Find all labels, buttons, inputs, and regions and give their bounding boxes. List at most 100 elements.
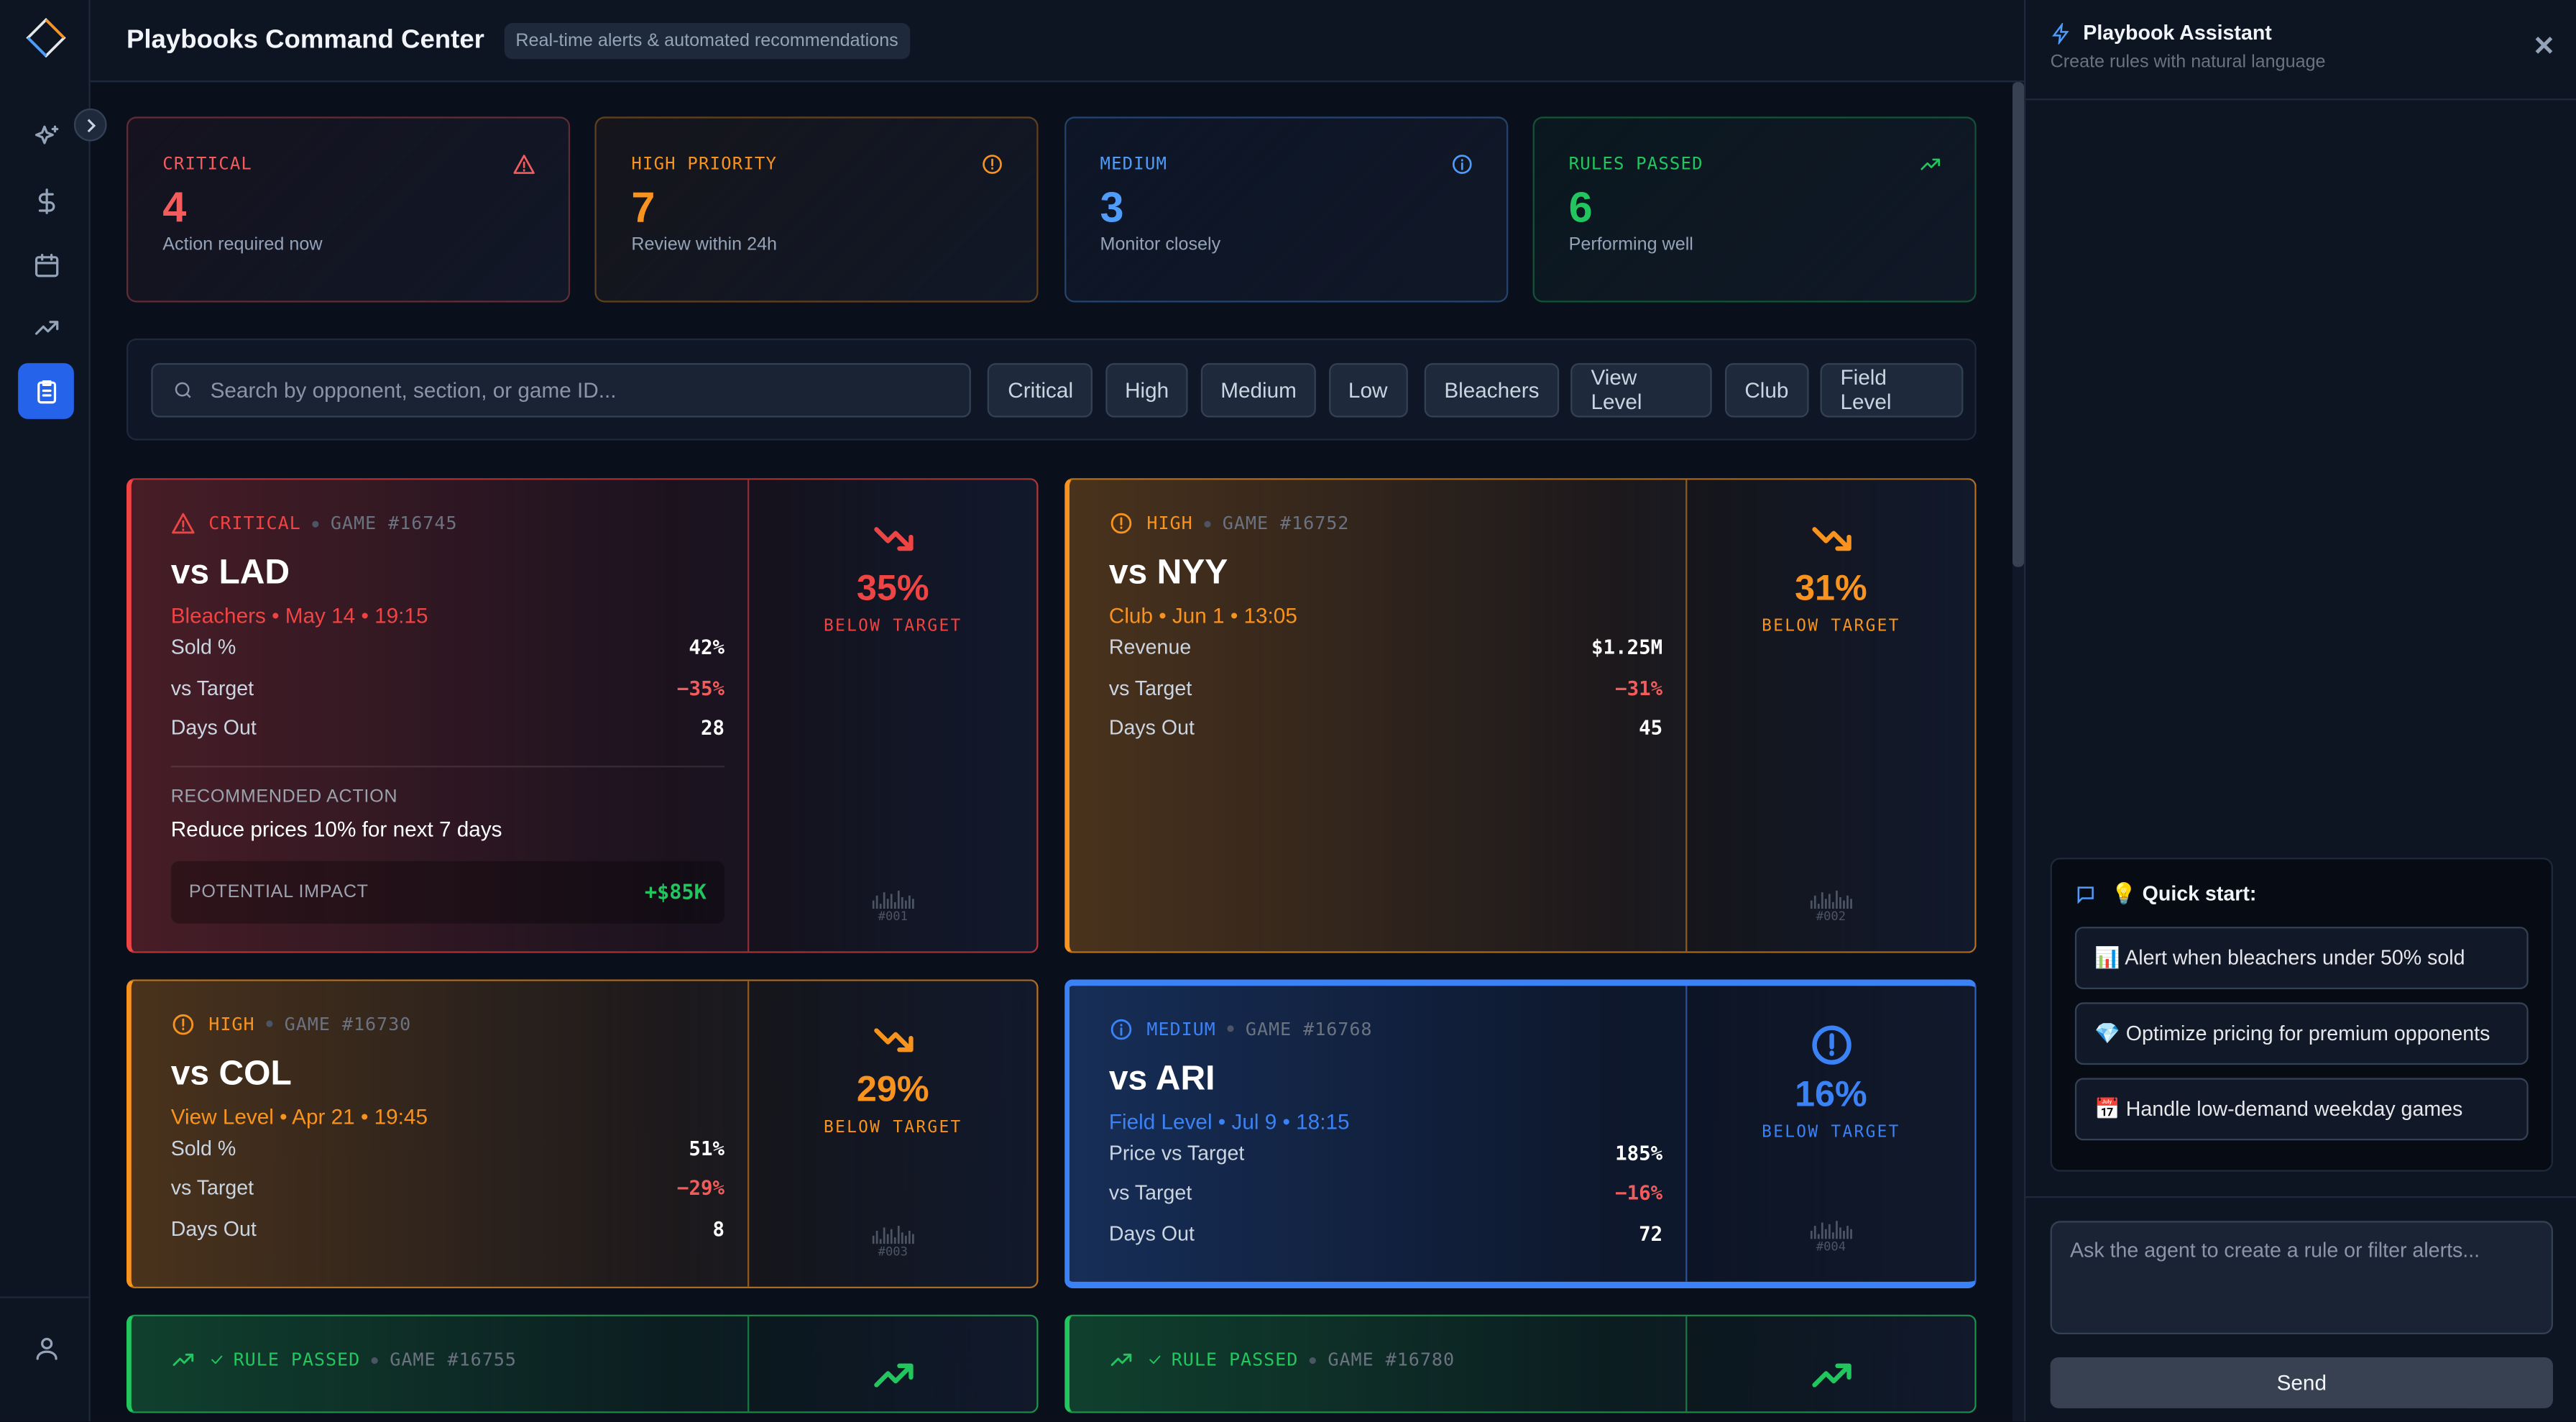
card-ref: #003 (878, 1244, 908, 1259)
suggestion-button[interactable]: 💎 Optimize pricing for premium opponents (2074, 1002, 2529, 1065)
nav-pricing[interactable] (18, 173, 74, 229)
game-id: GAME #16752 (1222, 513, 1350, 534)
filter-chip[interactable]: Low (1328, 362, 1407, 417)
metric-value: 42% (689, 636, 724, 660)
metric-label: Days Out (1108, 1221, 1195, 1245)
game-id: GAME #16780 (1328, 1349, 1455, 1371)
alert-body: HIGH GAME #16730 vs COL View Level • Apr 21… (132, 980, 748, 1286)
filter-chip[interactable]: High (1105, 362, 1189, 417)
icon (1452, 155, 1471, 174)
metric-value: 185% (1615, 1141, 1663, 1165)
metric-value: 28 (700, 717, 724, 740)
chat-input[interactable]: Ask the agent to create a rule or filter… (2050, 1221, 2553, 1334)
suggestion-button[interactable]: 📊 Alert when bleachers under 50% sold (2074, 927, 2529, 989)
metric-label: vs Target (1108, 1181, 1192, 1205)
filter-chip[interactable]: Bleachers (1424, 362, 1559, 417)
icon (1920, 158, 1940, 170)
alert-body: HIGH GAME #16752 vs NYY Club • Jun 1 • 13:0… (1070, 480, 1685, 950)
icon (1110, 513, 1132, 534)
alert-level: HIGH (208, 1013, 255, 1035)
nav-playbooks[interactable] (18, 363, 74, 419)
game-id: GAME #16745 (330, 513, 458, 534)
filter-chip[interactable]: Critical (988, 362, 1093, 417)
quick-start: 💡 Quick start: 📊 Alert when bleachers un… (2050, 858, 2553, 1172)
alert-side: 29% BELOW TARGET #003 (747, 980, 1037, 1287)
divider (170, 764, 724, 767)
filter-chip[interactable]: Club (1724, 362, 1808, 417)
metric-row: vs Target −35% (171, 668, 724, 708)
summary-value: 3 (1100, 182, 1124, 232)
alert-level: MEDIUM (1146, 1017, 1216, 1040)
metric-label: vs Target (170, 1177, 254, 1201)
summary-cards: CRITICAL 4 Action required now HIGH PRIORIT… (126, 116, 1977, 303)
filter-chip[interactable]: Field Level (1821, 362, 1963, 417)
metric-row: Price vs Target 185% (1109, 1133, 1662, 1173)
metric-value: 8 (712, 1217, 724, 1241)
icon (211, 1355, 223, 1364)
summary-card: HIGH PRIORITY 7 Review within 24h (595, 116, 1039, 303)
summary-label: RULES PASSED (1568, 154, 1703, 175)
nav-trends[interactable] (18, 299, 74, 355)
icon (983, 155, 1003, 174)
trend-icon (749, 1352, 1036, 1406)
trend-icon (1687, 516, 1974, 570)
trend-icon (1687, 1022, 1974, 1075)
delta-label: BELOW TARGET (823, 1118, 962, 1137)
metric-row: Days Out 72 (1109, 1214, 1662, 1254)
summary-value: 4 (162, 182, 187, 232)
icon (1110, 1353, 1132, 1366)
close-button[interactable] (2535, 36, 2553, 54)
card-ref: #002 (1816, 907, 1846, 923)
metric-row: Days Out 8 (171, 1208, 724, 1249)
page-title: Playbooks Command Center (126, 25, 484, 54)
alert-card: CRITICAL GAME #16745 vs LAD Bleachers • May… (126, 478, 1039, 953)
game-id: GAME #16768 (1245, 1017, 1373, 1040)
summary-card: RULES PASSED 6 Performing well (1532, 116, 1977, 303)
alert-header: HIGH GAME #16752 (1109, 511, 1662, 536)
filter-chip[interactable]: Medium (1200, 362, 1317, 417)
suggestion-button[interactable]: 📅 Handle low-demand weekday games (2074, 1078, 2529, 1141)
separator-dot (1227, 1025, 1234, 1032)
delta-percent: 16% (1795, 1072, 1867, 1114)
metric-label: vs Target (1108, 676, 1192, 700)
alert-body: RULE PASSED GAME #16755 (132, 1316, 748, 1412)
metric-label: Days Out (170, 717, 257, 740)
metric-row: Days Out 28 (171, 708, 724, 748)
icon (172, 1013, 194, 1035)
filter-chip[interactable]: View Level (1571, 362, 1713, 417)
game-detail: Field Level • Jul 9 • 18:15 (1108, 1108, 1350, 1133)
game-id: GAME #16755 (390, 1349, 517, 1371)
assistant-subtitle: Create rules with natural language (2050, 52, 2326, 73)
header: Playbooks Command Center Real-time alert… (90, 0, 2024, 83)
send-button[interactable]: Send (2050, 1357, 2553, 1408)
user-menu[interactable] (18, 1319, 74, 1375)
alert-body: RULE PASSED GAME #16780 (1070, 1316, 1685, 1412)
sidebar-toggle[interactable] (73, 108, 107, 142)
summary-note: Review within 24h (631, 234, 778, 255)
nav-ai[interactable] (18, 109, 74, 165)
nav-calendar[interactable] (18, 237, 74, 293)
action-text: Reduce prices 10% for next 7 days (170, 815, 502, 841)
scrollbar[interactable] (2012, 82, 2024, 1422)
divider (0, 1296, 91, 1298)
search-input[interactable]: Search by opponent, section, or game ID.… (151, 362, 972, 417)
summary-note: Action required now (162, 234, 323, 255)
alert-side (747, 1316, 1037, 1412)
alert-card: RULE PASSED GAME #16780 (1064, 1314, 1977, 1413)
alert-body: MEDIUM GAME #16768 vs ARI Field Level • Jul… (1070, 985, 1685, 1282)
alert-side: 35% BELOW TARGET #001 (747, 480, 1037, 951)
delta-label: BELOW TARGET (1762, 1123, 1900, 1142)
icon (172, 513, 195, 534)
opponent: vs ARI (1108, 1059, 1215, 1097)
alert-header: HIGH GAME #16730 (171, 1012, 724, 1036)
alert-header: RULE PASSED GAME #16755 (171, 1347, 724, 1372)
alert-side: 16% BELOW TARGET #004 (1685, 985, 1975, 1282)
metric-label: Sold % (170, 1137, 236, 1160)
main: CRITICAL 4 Action required now HIGH PRIORIT… (91, 82, 2012, 1421)
sparkline-icon (872, 889, 914, 908)
header-badge: Real-time alerts & automated recommendat… (504, 22, 910, 59)
metric-row: Sold % 51% (171, 1128, 724, 1168)
metric-label: Revenue (1108, 636, 1192, 660)
sparkline-icon (1810, 1221, 1852, 1239)
alert-card: MEDIUM GAME #16768 vs ARI Field Level • Jul… (1064, 978, 1977, 1288)
